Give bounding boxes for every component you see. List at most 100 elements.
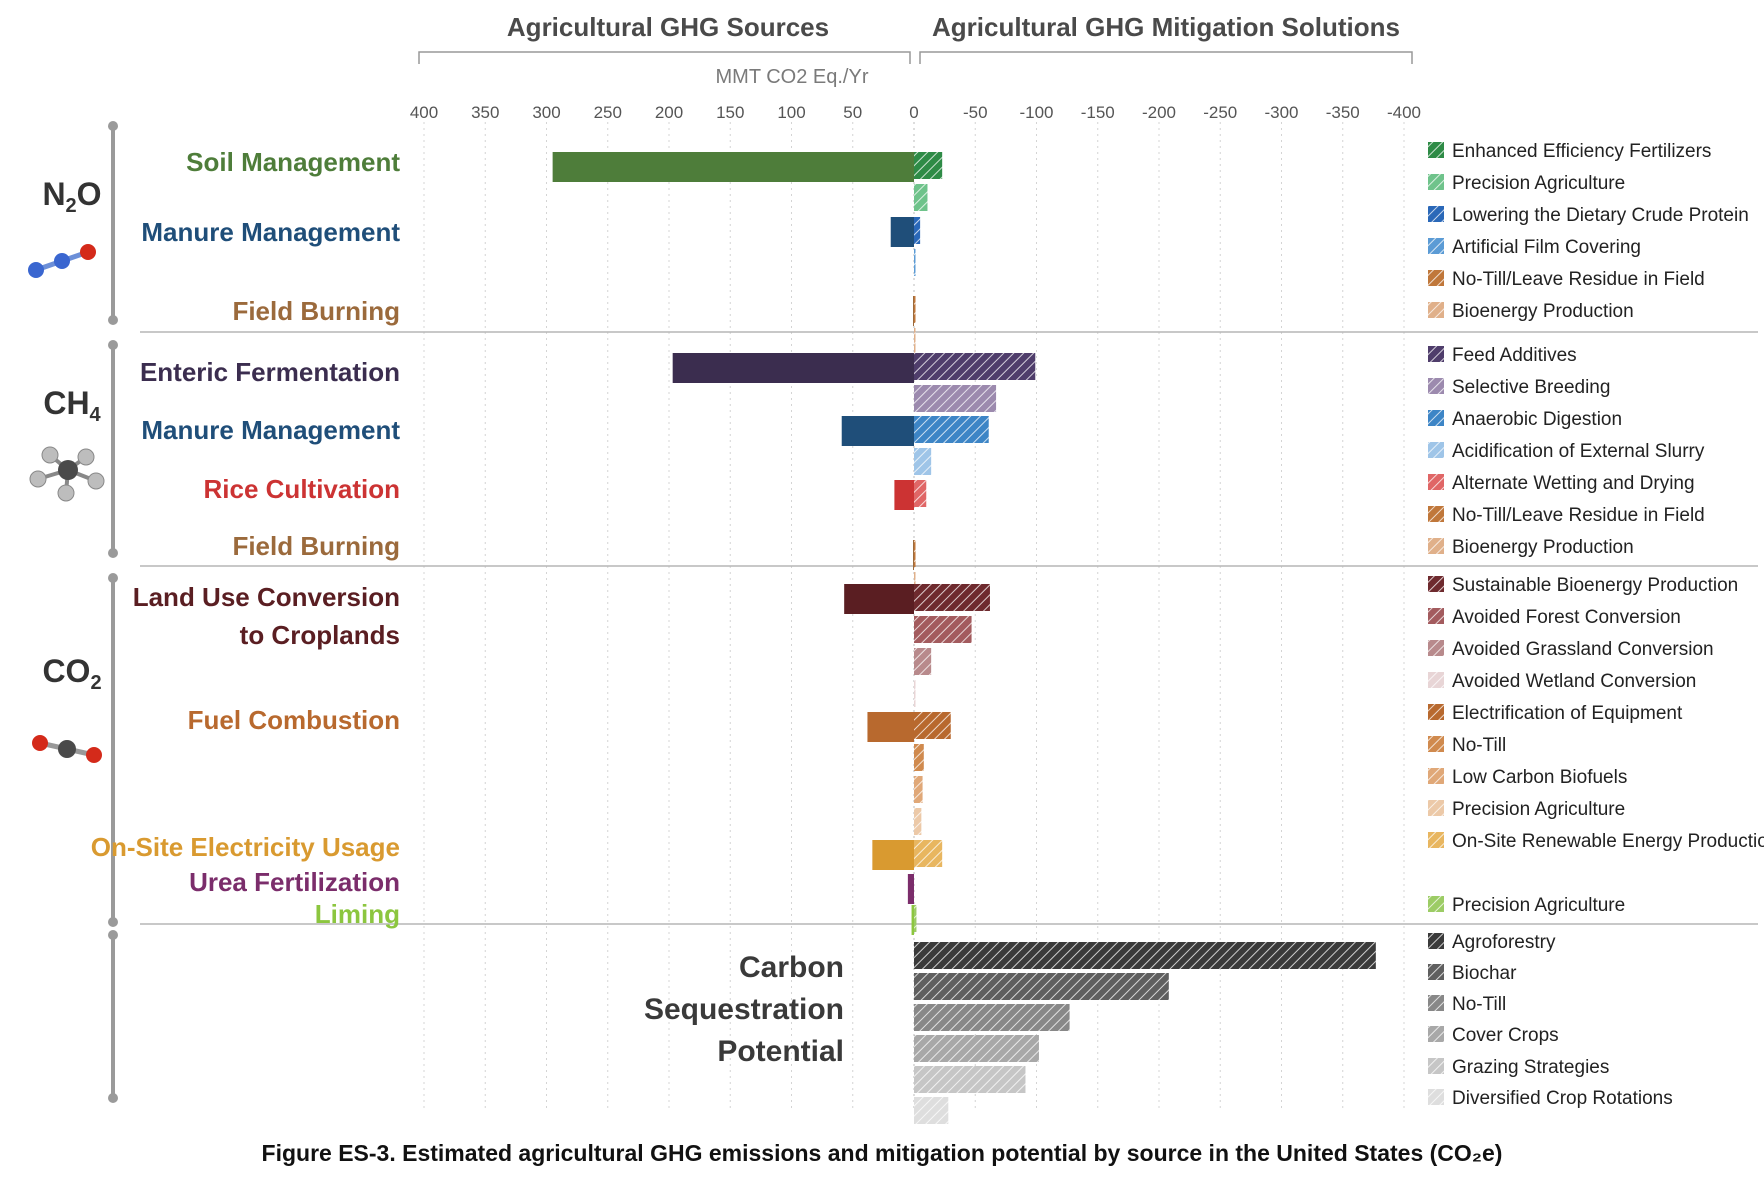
solution-bar: [914, 808, 922, 835]
legend-label: Selective Breeding: [1452, 377, 1610, 398]
legend-swatch: [1428, 608, 1444, 624]
legend-swatch: [1428, 1026, 1444, 1042]
solution-bar: [914, 1035, 1039, 1062]
legend-swatch: [1428, 506, 1444, 522]
solution-bar: [914, 840, 943, 867]
figure-caption: Figure ES-3. Estimated agricultural GHG …: [261, 1140, 1503, 1166]
x-tick-label: 200: [655, 103, 683, 122]
category-label: Soil Management: [186, 147, 400, 177]
row-field-burning: Field Burning No-Till/Leave Residue in Fi…: [232, 505, 1705, 599]
legend-label: Diversified Crop Rotations: [1452, 1088, 1673, 1109]
source-bar: [841, 416, 914, 446]
category-label: Field Burning: [232, 296, 400, 326]
solution-bar: [914, 942, 1376, 969]
legend-swatch: [1428, 576, 1444, 592]
legend-label: Sustainable Bioenergy Production: [1452, 575, 1738, 596]
legend-label: Avoided Grassland Conversion: [1452, 639, 1714, 660]
solution-bar: [914, 776, 923, 803]
sequestration-label: Carbon: [739, 951, 844, 984]
solution-bar: [914, 480, 927, 507]
category-label: Urea Fertilization: [189, 867, 400, 897]
row-carbon-sequestration-potential: Agroforestry Biochar No-Till Cover Crops Gra…: [914, 932, 1673, 1124]
legend-label: Biochar: [1452, 963, 1517, 984]
legend-swatch: [1428, 270, 1444, 286]
group-carbon-sequestration-potential: Carbon Sequestration Potential Agroforestry…: [108, 930, 1673, 1124]
ch4-molecule-icon: [29, 446, 105, 502]
legend-label: Electrification of Equipment: [1452, 703, 1683, 724]
row-on-site-electricity-usage: On-Site Electricity Usage On-Site Renewab…: [91, 831, 1764, 870]
x-tick-label: 400: [410, 103, 438, 122]
group-co2: CO2 Land Use Conversion to Croplands Sustai…: [32, 573, 1764, 935]
legend-swatch: [1428, 933, 1444, 949]
category-label: On-Site Electricity Usage: [91, 832, 400, 862]
x-tick-label: -150: [1081, 103, 1115, 122]
x-tick-label: -350: [1326, 103, 1360, 122]
legend-swatch: [1428, 142, 1444, 158]
category-label: Field Burning: [232, 531, 400, 561]
bracket-cap: [108, 930, 118, 940]
source-bar: [911, 905, 914, 935]
legend-label: Bioenergy Production: [1452, 301, 1634, 322]
x-tick-label: 300: [532, 103, 560, 122]
legend-label: Avoided Forest Conversion: [1452, 607, 1681, 628]
bracket-cap: [108, 340, 118, 350]
solution-bar: [914, 328, 916, 355]
solution-bar: [914, 249, 916, 276]
legend-swatch: [1428, 410, 1444, 426]
solution-bar: [914, 1004, 1070, 1031]
legend-swatch: [1428, 378, 1444, 394]
source-bar: [672, 353, 914, 383]
solutions-bracket: [919, 51, 1413, 64]
legend-swatch: [1428, 832, 1444, 848]
category-label: to Croplands: [240, 620, 400, 650]
bracket-cap: [108, 917, 118, 927]
solution-bar: [914, 973, 1169, 1000]
bracket-cap: [108, 1093, 118, 1103]
legend-label: On-Site Renewable Energy Production: [1452, 831, 1764, 852]
legend-label: Anaerobic Digestion: [1452, 409, 1622, 430]
solutions-header: Agricultural GHG Mitigation Solutions: [932, 12, 1400, 42]
legend-label: Precision Agriculture: [1452, 799, 1625, 820]
row-field-burning: Field Burning No-Till/Leave Residue in Fi…: [232, 269, 1705, 355]
source-bar: [872, 840, 914, 870]
axis-unit-label: MMT CO2 Eq./Yr: [716, 66, 869, 88]
legend-label: Lowering the Dietary Crude Protein: [1452, 205, 1749, 226]
category-label: Manure Management: [141, 217, 400, 247]
solution-bar: [914, 744, 924, 771]
row-fuel-combustion: Fuel Combustion Electrification of Equipm…: [188, 703, 1683, 835]
x-tick-label: 250: [594, 103, 622, 122]
legend-swatch: [1428, 346, 1444, 362]
solution-bar: [914, 648, 932, 675]
legend-label: Cover Crops: [1452, 1025, 1559, 1046]
legend-swatch: [1428, 1089, 1444, 1105]
category-label: Liming: [315, 899, 400, 929]
gas-label: CH4: [43, 385, 101, 426]
x-tick-label: -400: [1387, 103, 1421, 122]
legend-label: Agroforestry: [1452, 932, 1556, 953]
source-bar: [867, 712, 914, 742]
legend-swatch: [1428, 640, 1444, 656]
legend-swatch: [1428, 768, 1444, 784]
sequestration-label: Potential: [717, 1035, 844, 1068]
x-tick-label: -200: [1142, 103, 1176, 122]
category-label: Enteric Fermentation: [140, 357, 400, 387]
legend-swatch: [1428, 964, 1444, 980]
category-label: Manure Management: [141, 415, 400, 445]
legend-swatch: [1428, 896, 1444, 912]
source-bar: [907, 874, 914, 904]
source-bar: [913, 296, 914, 326]
solution-bar: [914, 616, 972, 643]
solution-bar: [914, 448, 932, 475]
legend-label: Precision Agriculture: [1452, 173, 1625, 194]
legend-label: Acidification of External Slurry: [1452, 441, 1705, 462]
solution-bar: [914, 680, 916, 707]
row-enteric-fermentation: Enteric Fermentation Feed Additives Select…: [140, 345, 1610, 412]
legend-swatch: [1428, 174, 1444, 190]
solution-bar: [914, 1066, 1026, 1093]
legend-label: Enhanced Efficiency Fertilizers: [1452, 141, 1711, 162]
legend-swatch: [1428, 474, 1444, 490]
x-tick-label: 0: [909, 103, 918, 122]
category-label: Land Use Conversion: [133, 582, 400, 612]
source-bar: [890, 217, 914, 247]
sequestration-label: Sequestration: [644, 993, 844, 1026]
